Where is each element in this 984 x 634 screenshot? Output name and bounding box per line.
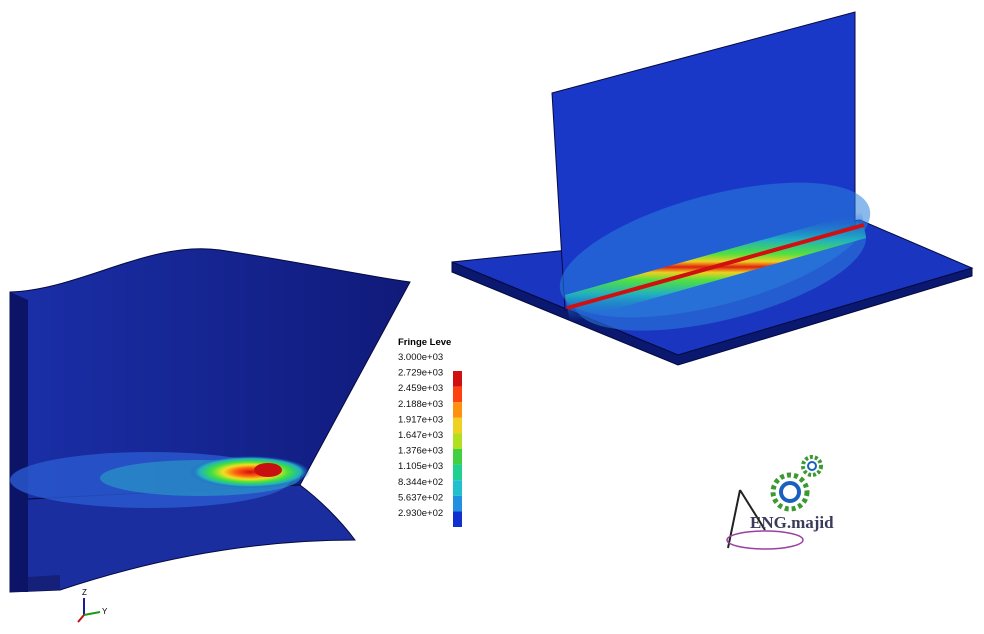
right-model [451, 11, 974, 366]
left-model [9, 248, 411, 593]
axis-y: Y [102, 607, 108, 616]
legend-label: 1.376e+03 [398, 446, 443, 457]
legend-label: 2.459e+03 [398, 383, 443, 394]
legend-swatch [453, 386, 462, 403]
legend-label: 8.344e+02 [398, 477, 443, 488]
legend-title: Fringe Leve [398, 337, 451, 348]
legend-label: 1.917e+03 [398, 414, 443, 425]
legend-label: 2.729e+03 [398, 368, 443, 379]
legend-swatch [453, 511, 462, 527]
legend-label: 1.105e+03 [398, 461, 443, 472]
legend-swatch [453, 402, 462, 418]
legend-swatch [453, 433, 462, 449]
legend-label: 1.647e+03 [398, 430, 443, 441]
legend-label: 3.000e+03 [398, 352, 443, 363]
logo-text: ENG.majid [750, 513, 834, 532]
legend-swatch [453, 480, 462, 496]
legend-swatch [453, 495, 462, 512]
legend-label: 5.637e+02 [398, 492, 443, 503]
fringe-legend: Fringe Leve 3.000e+03 2.729e+03 2.459e+03 2… [398, 337, 462, 527]
legend-swatch [453, 417, 462, 434]
axis-z: Z [82, 588, 87, 597]
legend-label: 2.188e+03 [398, 399, 443, 410]
legend-swatch [453, 449, 462, 465]
logo: ENG.majid [726, 455, 834, 550]
legend-swatch [453, 464, 462, 481]
axis-triad: Z Y [77, 588, 108, 623]
legend-swatch [453, 371, 462, 387]
legend-label: 2.930e+02 [398, 508, 443, 519]
